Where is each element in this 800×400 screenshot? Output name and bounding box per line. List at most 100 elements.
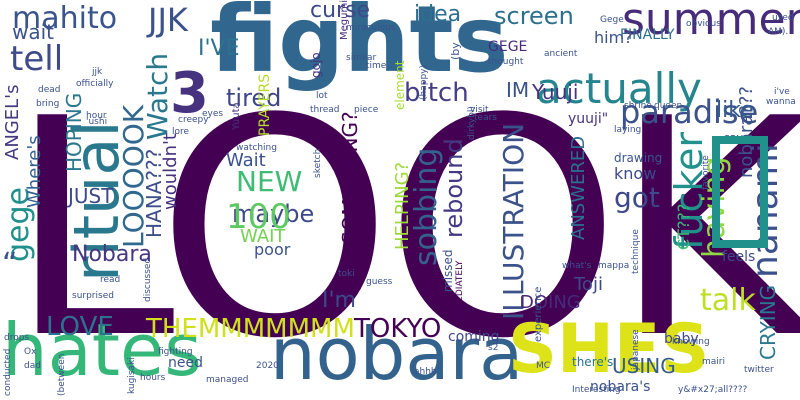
word-wait: wait — [12, 20, 55, 44]
word-fighting: fighting — [158, 347, 193, 357]
word-japanese: japanese — [631, 329, 641, 370]
word-piece: piece — [354, 105, 379, 115]
word-USING: USING — [612, 354, 676, 378]
word-SHES: SHES — [508, 310, 710, 389]
word-ushi: 'ushi — [86, 117, 108, 127]
word-curse: curse — [310, 0, 371, 23]
word-laying: laying — [614, 125, 642, 135]
word-talk: talk — [700, 283, 756, 318]
word-maybe: maybe — [232, 200, 315, 228]
word-yuuji-quote: yuuji" — [568, 111, 609, 127]
word-dirkybl: dirkybl) — [467, 106, 477, 140]
word-SOMETHING: SOMETHING? — [338, 111, 362, 244]
word-lore: lore — [172, 127, 190, 137]
word-drawing: drawing — [614, 151, 663, 165]
word-mappa: mappa — [598, 261, 630, 271]
word-Nobara-gtgt: Nobara&gt;&gt; — [651, 196, 665, 292]
word-TOKYO: TOKYO — [354, 314, 442, 344]
word-wanna: wanna — [766, 97, 796, 107]
word-ive: i've — [774, 87, 790, 97]
word-time: time — [366, 61, 387, 71]
word-dead: dead — [38, 85, 61, 95]
word-twitter: twitter — [744, 365, 774, 375]
word-got: got — [614, 181, 660, 214]
word-THEMMMMMMM: THEMMMMMMM — [146, 314, 355, 344]
word-nobaras: nobara's — [590, 379, 651, 395]
word-MC: MC — [536, 361, 551, 371]
word-HOPING: HOPING — [62, 92, 86, 172]
word-obvious: obvious — [686, 19, 721, 29]
word-rebound: rebound — [440, 138, 468, 238]
word-NEW: NEW — [236, 165, 303, 198]
word-Yuuji: Yuuji — [532, 80, 579, 104]
word-3: 3 — [170, 61, 209, 126]
word-miraculous: miraculous — [346, 23, 396, 33]
word-happy: (happy) — [419, 65, 429, 100]
word-discussed: discussed — [143, 257, 153, 302]
word-jjk: jjk — [92, 67, 103, 77]
word-ANSWERED: ANSWERED — [568, 135, 589, 240]
word-queen: queen — [654, 101, 683, 111]
word-LOOK: LOOK — [8, 55, 800, 400]
word-by: (by — [449, 42, 462, 60]
word-PRAYERS: PRAYERS — [257, 73, 273, 136]
word-WAIT: WAIT — [240, 226, 286, 247]
word-CT: CT??? — [674, 203, 693, 250]
word-thought: thought — [488, 57, 524, 67]
word-IM: IM — [506, 78, 530, 102]
word-favorite: favorite — [701, 155, 711, 190]
word-Toji: Toji — [574, 274, 603, 295]
word-knowing-visible: knowing — [672, 337, 710, 347]
word-paradise: paradise — [620, 93, 759, 131]
word-idea: idea — [414, 2, 462, 27]
big-o-frame — [712, 136, 768, 248]
word-actually: actually — [536, 64, 702, 113]
word-whats: what's — [562, 261, 592, 271]
word-Megumi: Megumi — [339, 0, 350, 40]
word-Gege: Gege — [600, 15, 624, 25]
word-baby: baby — [664, 331, 699, 347]
word-Wheres: Where's — [24, 135, 45, 208]
word-poor: poor — [254, 240, 291, 259]
word-gojo: gojo — [309, 52, 323, 78]
word-shrine: shrine — [624, 101, 652, 111]
word-JUST: JUST — [68, 184, 114, 208]
word-fights: fights — [210, 0, 509, 93]
word-watching: watching — [236, 143, 277, 153]
word-100-visible: 100 — [226, 197, 291, 237]
word-surprised: surprised — [72, 291, 114, 301]
word-thread: thread — [310, 105, 340, 115]
word-managed: managed — [206, 375, 249, 385]
word-JJK: JJK — [148, 1, 188, 39]
word-feels: feels — [722, 249, 756, 265]
word-Im: I'm — [322, 288, 356, 313]
word-ahhh: ahhh — [414, 367, 437, 377]
word-CRYING: CRYING — [756, 284, 780, 360]
word-hours: hours — [140, 373, 166, 383]
word-bitch: bitch — [404, 78, 469, 108]
word-DOING: DOING — [520, 292, 581, 313]
word-summer: summer — [622, 0, 800, 45]
word-guess: guess — [366, 277, 393, 287]
word-sketch: sketch — [313, 148, 323, 178]
word-LOVE: LOVE — [46, 312, 114, 342]
word-dad: dad — [24, 361, 41, 371]
word-AM: AM). — [768, 27, 789, 37]
word-sobbing: sobbing — [409, 147, 444, 266]
word-ILLUSTRATION: ILLUSTRATION — [497, 122, 530, 320]
word-creepy: creepy — [178, 115, 209, 125]
word-Wait: Wait — [226, 150, 266, 171]
word-Interesting: Interesting — [572, 385, 621, 395]
word-element: element — [393, 60, 407, 110]
word-yall: y&#x27;all???? — [678, 385, 748, 395]
word-him-visible: him? — [594, 28, 633, 47]
word-used: used — [772, 13, 794, 23]
word-like: like — [716, 98, 754, 123]
word-FINALLY: FINALLY — [620, 27, 675, 43]
word-tired: tired — [226, 84, 282, 112]
word-theres: there's — [572, 355, 614, 369]
word-IMMEDIATELY: IMMEDIATELY — [455, 260, 465, 320]
word-Ox: Ox — [24, 347, 37, 357]
word-know: know — [614, 164, 657, 183]
word-similar: similar — [346, 53, 377, 63]
